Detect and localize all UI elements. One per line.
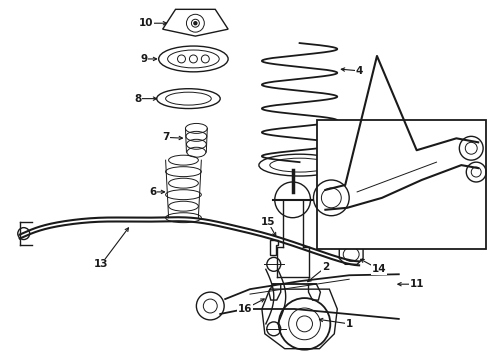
Text: 14: 14 <box>371 264 386 274</box>
Text: 3: 3 <box>343 193 351 203</box>
Text: 8: 8 <box>134 94 142 104</box>
Text: 13: 13 <box>94 259 108 269</box>
Text: 7: 7 <box>162 132 170 142</box>
Text: 5: 5 <box>355 140 363 150</box>
Text: 11: 11 <box>410 279 424 289</box>
Text: 9: 9 <box>140 54 147 64</box>
Text: 6: 6 <box>149 187 156 197</box>
Text: 15: 15 <box>261 217 275 227</box>
Text: 10: 10 <box>139 18 153 28</box>
Text: 4: 4 <box>355 66 363 76</box>
Text: 16: 16 <box>238 304 252 314</box>
Circle shape <box>194 22 197 25</box>
Bar <box>318 121 486 249</box>
Text: 2: 2 <box>322 262 329 272</box>
Text: 1: 1 <box>345 319 353 329</box>
Text: 12: 12 <box>360 129 374 138</box>
